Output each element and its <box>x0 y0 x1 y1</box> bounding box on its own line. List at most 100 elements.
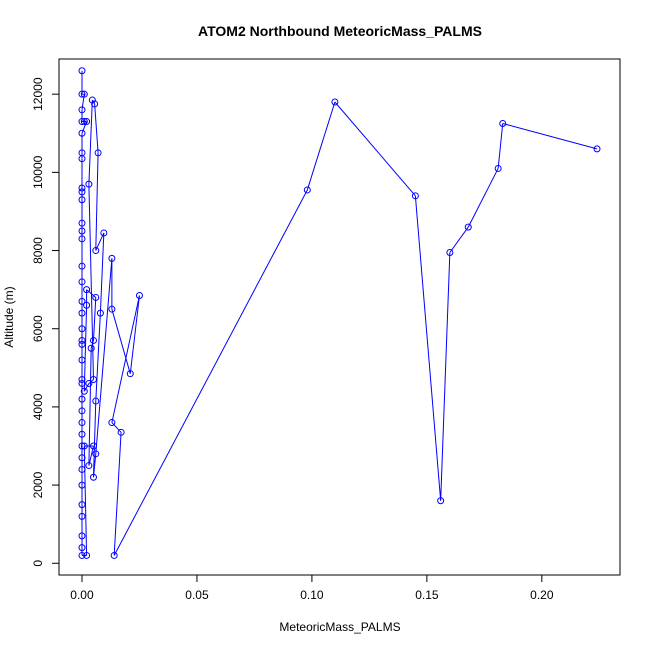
data-point <box>78 129 86 137</box>
data-point <box>78 188 86 196</box>
series-segment <box>113 432 122 556</box>
data-point <box>78 395 86 403</box>
y-tick-label: 0 <box>31 560 45 567</box>
plot-area-frame <box>58 58 621 576</box>
data-point <box>78 512 86 520</box>
y-tick-label: 2000 <box>31 471 45 498</box>
data-point <box>78 340 86 348</box>
data-point <box>108 305 116 313</box>
data-point <box>85 462 93 470</box>
data-point <box>83 301 91 309</box>
series-segment <box>306 101 336 191</box>
series-segment <box>92 401 97 478</box>
data-point <box>89 473 97 481</box>
data-point <box>78 278 86 286</box>
series-segment <box>94 103 99 153</box>
data-point <box>92 450 100 458</box>
data-point <box>92 247 100 255</box>
data-point <box>89 376 97 384</box>
data-point <box>91 100 99 108</box>
series-segment <box>440 252 451 501</box>
data-point <box>83 551 91 559</box>
data-point <box>78 227 86 235</box>
y-tick-label: 12000 <box>31 77 45 111</box>
data-point <box>92 293 100 301</box>
data-point <box>78 407 86 415</box>
data-point <box>89 336 97 344</box>
data-point <box>88 96 96 104</box>
data-point <box>78 106 86 114</box>
series-segment <box>497 123 504 169</box>
series-segment <box>92 297 97 341</box>
data-point <box>499 120 507 127</box>
data-point <box>78 376 86 384</box>
data-point <box>78 454 86 462</box>
x-axis-label: MeteoricMass_PALMS <box>279 620 400 634</box>
data-point <box>331 98 339 106</box>
data-point <box>78 336 86 344</box>
data-point <box>78 379 86 387</box>
data-point <box>108 254 116 262</box>
data-point <box>85 180 93 188</box>
x-axis: 0.00 0.05 0.10 0.15 0.20 <box>70 574 554 602</box>
data-point <box>78 219 86 227</box>
data-point <box>92 397 100 405</box>
series-segment <box>95 258 113 454</box>
data-point <box>446 249 454 256</box>
series-segment <box>83 383 90 392</box>
series-segment <box>95 152 99 251</box>
y-tick-label: 8000 <box>31 237 45 264</box>
chart-title: ATOM2 Northbound MeteoricMass_PALMS <box>198 23 482 39</box>
y-axis-label: Altitude (m) <box>2 286 16 347</box>
data-point <box>78 118 86 126</box>
data-point <box>100 229 108 237</box>
x-tick-label: 0.15 <box>415 588 439 602</box>
data-point <box>78 532 86 540</box>
series-segment <box>88 348 92 466</box>
x-tick-label: 0.20 <box>530 588 554 602</box>
data-point <box>83 286 91 294</box>
data-point <box>117 428 125 436</box>
data-point <box>494 164 502 172</box>
series-segment <box>502 123 598 150</box>
y-axis: 0 2000 4000 6000 8000 10000 12000 <box>31 77 60 567</box>
data-point <box>78 442 86 450</box>
data-point <box>96 309 104 317</box>
series-segment <box>414 195 442 501</box>
data-point <box>80 90 88 98</box>
series-segment <box>91 99 96 105</box>
data-point <box>78 501 86 509</box>
x-tick-label: 0.00 <box>70 588 94 602</box>
data-point <box>78 481 86 489</box>
data-point <box>78 430 86 438</box>
data-point <box>593 145 601 153</box>
data-point <box>437 497 445 505</box>
data-point <box>78 90 86 98</box>
data-point <box>78 235 86 243</box>
y-tick-label: 4000 <box>31 393 45 420</box>
data-point <box>85 379 93 387</box>
series-segment <box>449 226 469 253</box>
x-tick-label: 0.10 <box>300 588 324 602</box>
data-point <box>78 297 86 305</box>
x-tick-label: 0.05 <box>185 588 209 602</box>
y-tick-label: 6000 <box>31 315 45 342</box>
data-point <box>78 184 86 192</box>
series-segment <box>129 295 140 374</box>
data-point <box>80 387 88 395</box>
series-segment <box>111 295 140 423</box>
data-point <box>78 67 86 75</box>
series-lines <box>81 70 598 556</box>
data-point <box>78 325 86 333</box>
data-point <box>78 356 86 364</box>
series-segment <box>88 184 94 380</box>
data-point <box>135 292 143 299</box>
data-point <box>126 370 134 378</box>
series-segment <box>83 445 88 556</box>
data-point <box>89 442 97 450</box>
data-point <box>464 223 472 231</box>
data-point <box>83 118 91 126</box>
series-segment <box>88 100 93 185</box>
data-point <box>303 186 311 194</box>
series-segment <box>334 101 416 197</box>
